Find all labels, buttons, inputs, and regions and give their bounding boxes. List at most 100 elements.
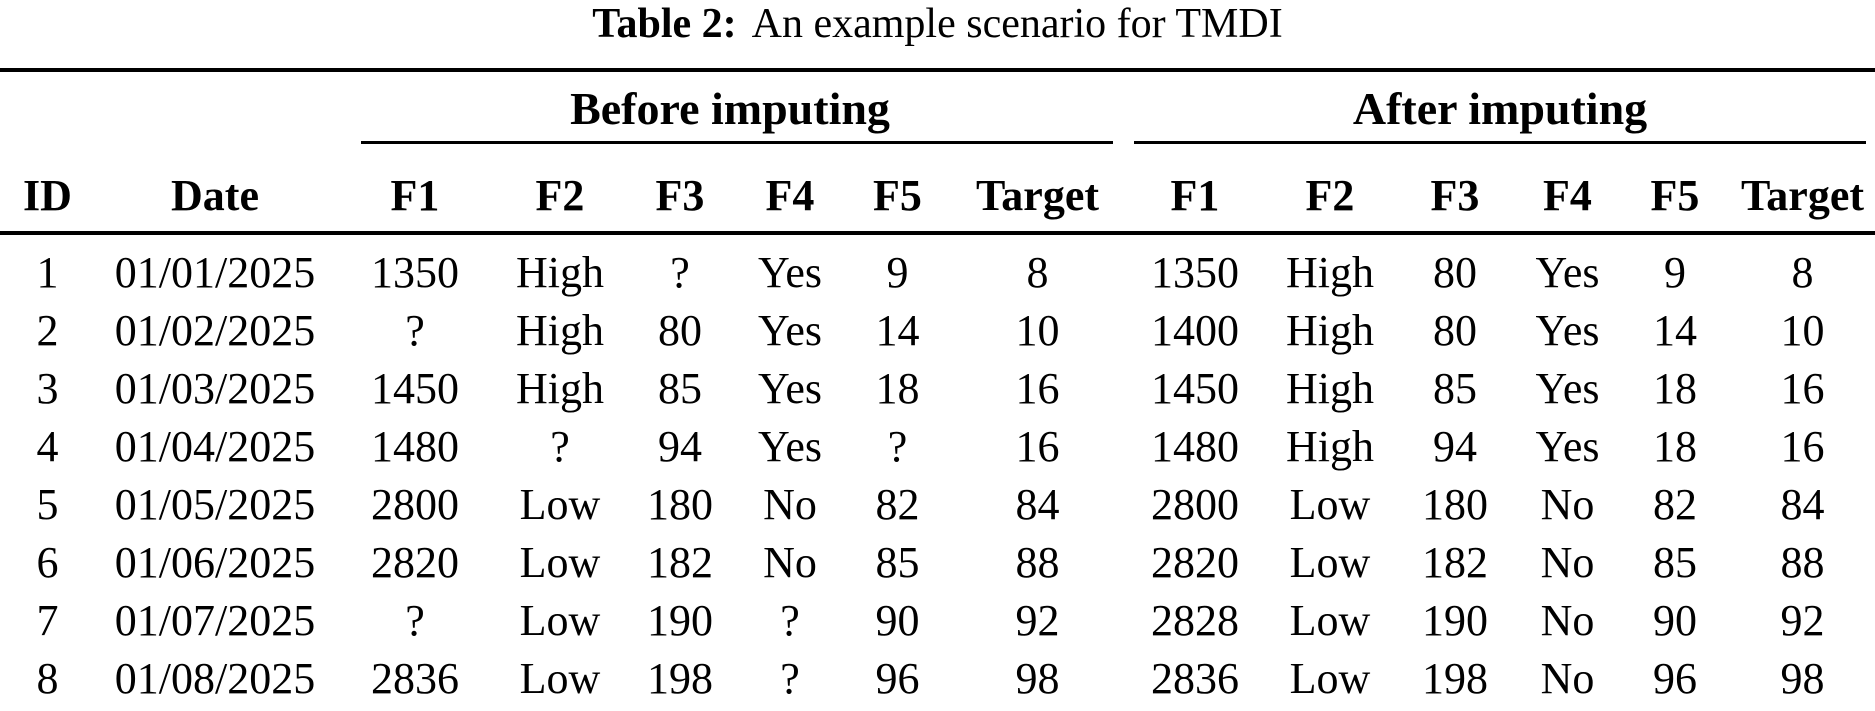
data-table: Before imputing After imputing ID Date F1 F…: [0, 68, 1875, 711]
table-row: 8 01/08/2025 2836 Low 198? 96 98 2836 Low 198 No 96…: [0, 649, 1875, 711]
table-cell: 5: [36, 479, 59, 529]
table-cell: 3: [36, 363, 59, 413]
column-header-f5-after: F5: [1620, 144, 1730, 235]
table-cell: 16: [1015, 363, 1060, 413]
table-cell: 14: [1653, 305, 1697, 355]
table-cell: 14: [875, 305, 920, 355]
column-header-id: ID: [0, 144, 95, 235]
table-cell: 88: [1015, 537, 1060, 587]
table-row: 5 01/05/2025 2800 Low 180 No 82 84 2800 Low 180 No 8…: [0, 475, 1875, 533]
table-body: 1 01/01/2025 1350 High? Yes 9 8 1350 High 80 Yes 9 8…: [0, 233, 1875, 711]
table-cell: 01/01/2025: [114, 247, 316, 297]
table-cell: No: [1540, 595, 1595, 645]
table-cell: Yes: [1535, 363, 1600, 413]
missing-value-cell: ?: [405, 595, 425, 645]
table-cell: High: [1286, 247, 1374, 297]
column-header-f3-after: F3: [1395, 144, 1515, 235]
table-row: 2 01/02/2025? High 80 Yes 14 10 1400 High 80 Yes 14…: [0, 301, 1875, 359]
table-cell: 85: [1653, 537, 1697, 587]
table-cell: Low: [519, 653, 601, 703]
table-cell: 01/04/2025: [114, 421, 316, 471]
column-header-f3-before: F3: [625, 144, 735, 235]
table-cell: High: [516, 363, 604, 413]
table-cell: 1: [36, 247, 59, 297]
column-header-f4-before: F4: [735, 144, 845, 235]
table-cell: 18: [875, 363, 920, 413]
column-header-f1-after: F1: [1125, 144, 1265, 235]
table-cell: 92: [1780, 595, 1825, 645]
table-cell: 190: [647, 595, 713, 645]
table-cell: 10: [1780, 305, 1825, 355]
table-cell: High: [1286, 421, 1374, 471]
table-cell: 92: [1015, 595, 1060, 645]
column-header-f1-before: F1: [335, 144, 495, 235]
table-cell: 18: [1653, 421, 1697, 471]
table-cell: Yes: [1535, 421, 1600, 471]
table-cell: 1400: [1151, 305, 1239, 355]
missing-value-cell: ?: [405, 305, 425, 355]
table-cell: Yes: [757, 305, 823, 355]
table-cell: Low: [1289, 537, 1371, 587]
table-cell: 01/02/2025: [114, 305, 316, 355]
table-cell: 80: [1433, 247, 1477, 297]
table-cell: 1350: [1151, 247, 1239, 297]
table-cell: Yes: [757, 421, 823, 471]
table-cell: 8: [1791, 247, 1814, 297]
table-cell: Low: [519, 537, 601, 587]
table-caption-label: Table 2:: [592, 1, 737, 47]
table-cell: 9: [886, 247, 909, 297]
table-cell: 1450: [371, 363, 459, 413]
column-header-target-after: Target: [1730, 144, 1875, 235]
missing-value-cell: ?: [780, 653, 800, 703]
table-row: 4 01/04/2025 1480? 94 Yes? 16 1480 High 94 Yes 18 1…: [0, 417, 1875, 475]
column-header-date: Date: [95, 144, 335, 235]
table-cell: 2: [36, 305, 59, 355]
table-cell: 198: [647, 653, 713, 703]
table-cell: 98: [1780, 653, 1825, 703]
table-cell: 01/07/2025: [114, 595, 316, 645]
table-row: 1 01/01/2025 1350 High? Yes 9 8 1350 High 80 Yes 9 8: [0, 233, 1875, 301]
table-cell: 80: [658, 305, 702, 355]
table-cell: 10: [1015, 305, 1060, 355]
table-cell: Yes: [757, 247, 823, 297]
table-cell: 7: [36, 595, 59, 645]
table-caption-text: An example scenario for TMDI: [751, 1, 1283, 47]
table-cell: High: [1286, 363, 1374, 413]
table-cell: Low: [1289, 653, 1371, 703]
group-header-spacer: [0, 70, 335, 144]
table-cell: Low: [519, 595, 601, 645]
table-cell: 2836: [371, 653, 459, 703]
table-cell: 82: [875, 479, 920, 529]
column-header-f4-after: F4: [1515, 144, 1620, 235]
table-cell: 8: [36, 653, 59, 703]
table-cell: 190: [1422, 595, 1488, 645]
table-cell: 94: [658, 421, 702, 471]
table-cell: Low: [1289, 595, 1371, 645]
table-row: 3 01/03/2025 1450 High 85 Yes 18 16 1450 High 85 Ye…: [0, 359, 1875, 417]
missing-value-cell: ?: [670, 247, 690, 297]
table-cell: Yes: [757, 363, 823, 413]
table-cell: 6: [36, 537, 59, 587]
table-cell: 90: [1653, 595, 1697, 645]
table-cell: 2800: [371, 479, 459, 529]
table-cell: 84: [1780, 479, 1825, 529]
table-cell: No: [763, 479, 817, 529]
table-cell: No: [1540, 537, 1595, 587]
table-row: 6 01/06/2025 2820 Low 182 No 85 88 2820 Low 182 No 8…: [0, 533, 1875, 591]
table-cell: 82: [1653, 479, 1697, 529]
table-cell: Low: [1289, 479, 1371, 529]
table-cell: 1480: [1151, 421, 1239, 471]
table-cell: 9: [1664, 247, 1686, 297]
table-cell: 96: [875, 653, 920, 703]
table-cell: 85: [658, 363, 702, 413]
table-cell: High: [516, 305, 604, 355]
table-cell: 1450: [1151, 363, 1239, 413]
column-header-f5-before: F5: [845, 144, 950, 235]
table-cell: No: [1540, 653, 1595, 703]
column-header-f2-after: F2: [1265, 144, 1395, 235]
column-header-f2-before: F2: [495, 144, 625, 235]
column-header-target-before: Target: [950, 144, 1125, 235]
table-cell: 2828: [1151, 595, 1239, 645]
table-cell: 182: [1422, 537, 1488, 587]
